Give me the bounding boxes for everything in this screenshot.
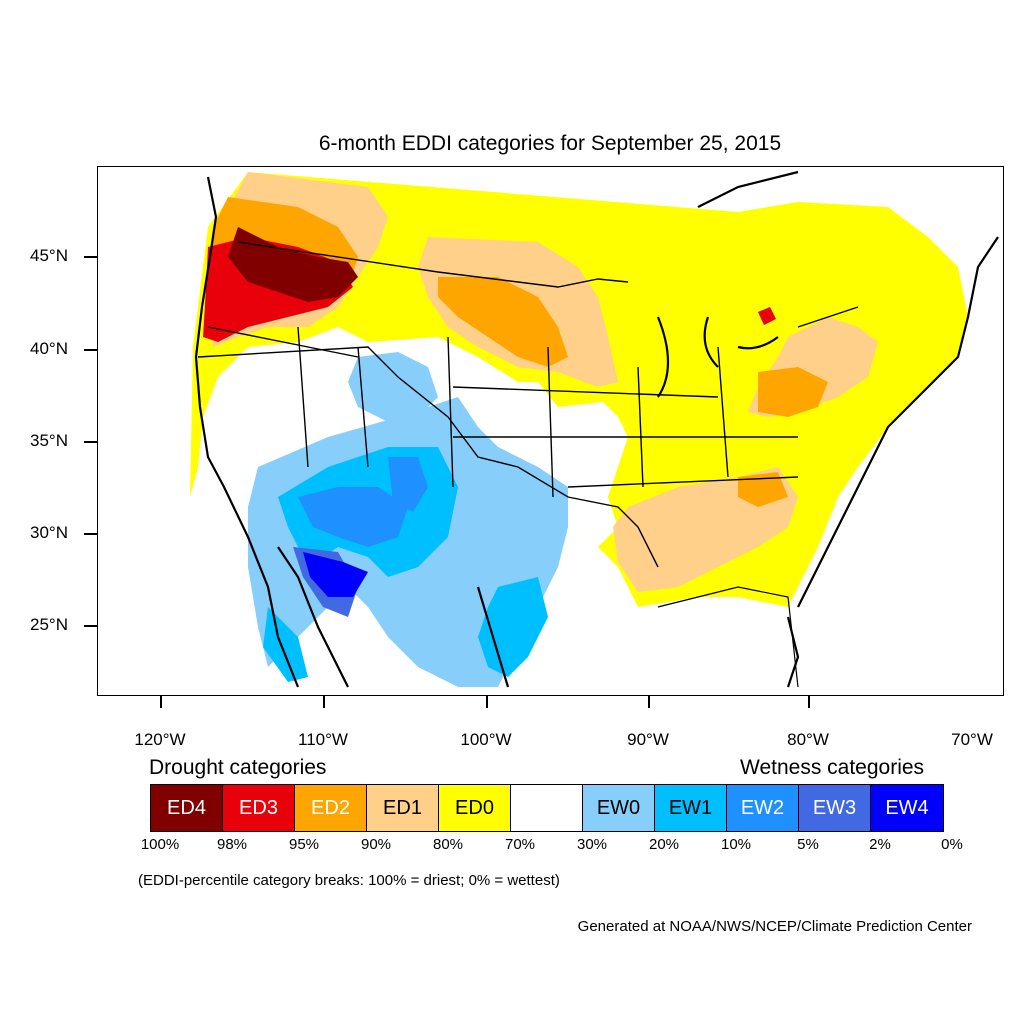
region-ew0-colorado	[348, 352, 438, 422]
percent-break-label: 0%	[941, 836, 963, 853]
x-label-110w: 110°W	[298, 730, 348, 749]
percent-break-label: 30%	[576, 836, 608, 853]
y-tick	[84, 256, 97, 258]
y-tick	[84, 349, 97, 351]
percent-break-label: 100%	[140, 836, 180, 853]
x-tick	[323, 696, 325, 708]
legend-box-ed4: ED4	[151, 785, 223, 831]
y-label-30n: 30°N	[30, 523, 68, 542]
percent-break-label: 98%	[216, 836, 248, 853]
y-label-45n: 45°N	[30, 246, 68, 265]
region-ew1-baja	[263, 607, 308, 682]
legend-box-ew1: EW1	[655, 785, 727, 831]
region-ed3-pa	[758, 307, 776, 325]
coastlines	[194, 170, 999, 688]
eddi-map	[190, 170, 999, 688]
legend-box-ew0: EW0	[583, 785, 655, 831]
percent-break-label: 5%	[797, 836, 819, 853]
x-tick	[808, 696, 810, 708]
y-label-25n: 25°N	[30, 615, 68, 634]
map-title: 6-month EDDI categories for September 25…	[318, 132, 782, 155]
region-ew1-texas-coast	[478, 577, 548, 677]
y-tick	[84, 625, 97, 627]
gulf-coast	[657, 586, 799, 688]
legend-box-ew3: EW3	[799, 785, 871, 831]
region-ed2-dakotas	[438, 277, 568, 367]
x-label-120w: 120°W	[134, 730, 186, 749]
credit-line: Generated at NOAA/NWS/NCEP/Climate Predi…	[577, 918, 972, 935]
x-label-90w: 90°W	[627, 730, 669, 749]
y-label-40n: 40°N	[30, 339, 68, 358]
legend-box-ed3: ED3	[223, 785, 295, 831]
map-panel	[97, 166, 1004, 696]
legend-box-ed1: ED1	[367, 785, 439, 831]
region-ew2-new-mexico	[388, 457, 428, 512]
y-label-35n: 35°N	[30, 431, 68, 450]
legend-box-normal	[511, 785, 583, 831]
percent-break-label: 90%	[360, 836, 392, 853]
percent-break-label: 2%	[869, 836, 891, 853]
legend-box-ed2: ED2	[295, 785, 367, 831]
legend-box-ew2: EW2	[727, 785, 799, 831]
category-legend: ED4 ED3 ED2 ED1 ED0 EW0 EW1 EW2 EW3 EW4	[150, 784, 944, 832]
y-tick	[84, 441, 97, 443]
wetness-categories-title: Wetness categories	[740, 756, 925, 779]
legend-box-ew4: EW4	[871, 785, 943, 831]
region-ed2-carolinas	[738, 472, 788, 507]
legend-box-ed0: ED0	[439, 785, 511, 831]
x-tick	[160, 696, 162, 708]
x-tick	[486, 696, 488, 708]
x-label-100w: 100°W	[460, 730, 512, 749]
percent-break-label: 95%	[288, 836, 320, 853]
region-ew2-southwest	[298, 487, 408, 547]
region-ed2-mid-atlantic	[758, 367, 828, 417]
boundaries	[197, 241, 859, 568]
percent-break-label: 70%	[504, 836, 536, 853]
x-label-80w: 80°W	[787, 730, 829, 749]
percent-break-label: 10%	[720, 836, 752, 853]
x-tick	[648, 696, 650, 708]
region-ew4-sonora	[303, 552, 368, 597]
category-note: (EDDI-percentile category breaks: 100% =…	[138, 872, 560, 889]
x-label-70w: 70°W	[951, 730, 993, 749]
y-tick	[84, 533, 97, 535]
percent-break-label: 20%	[648, 836, 680, 853]
percent-break-label: 80%	[432, 836, 464, 853]
drought-categories-title: Drought categories	[149, 756, 327, 779]
